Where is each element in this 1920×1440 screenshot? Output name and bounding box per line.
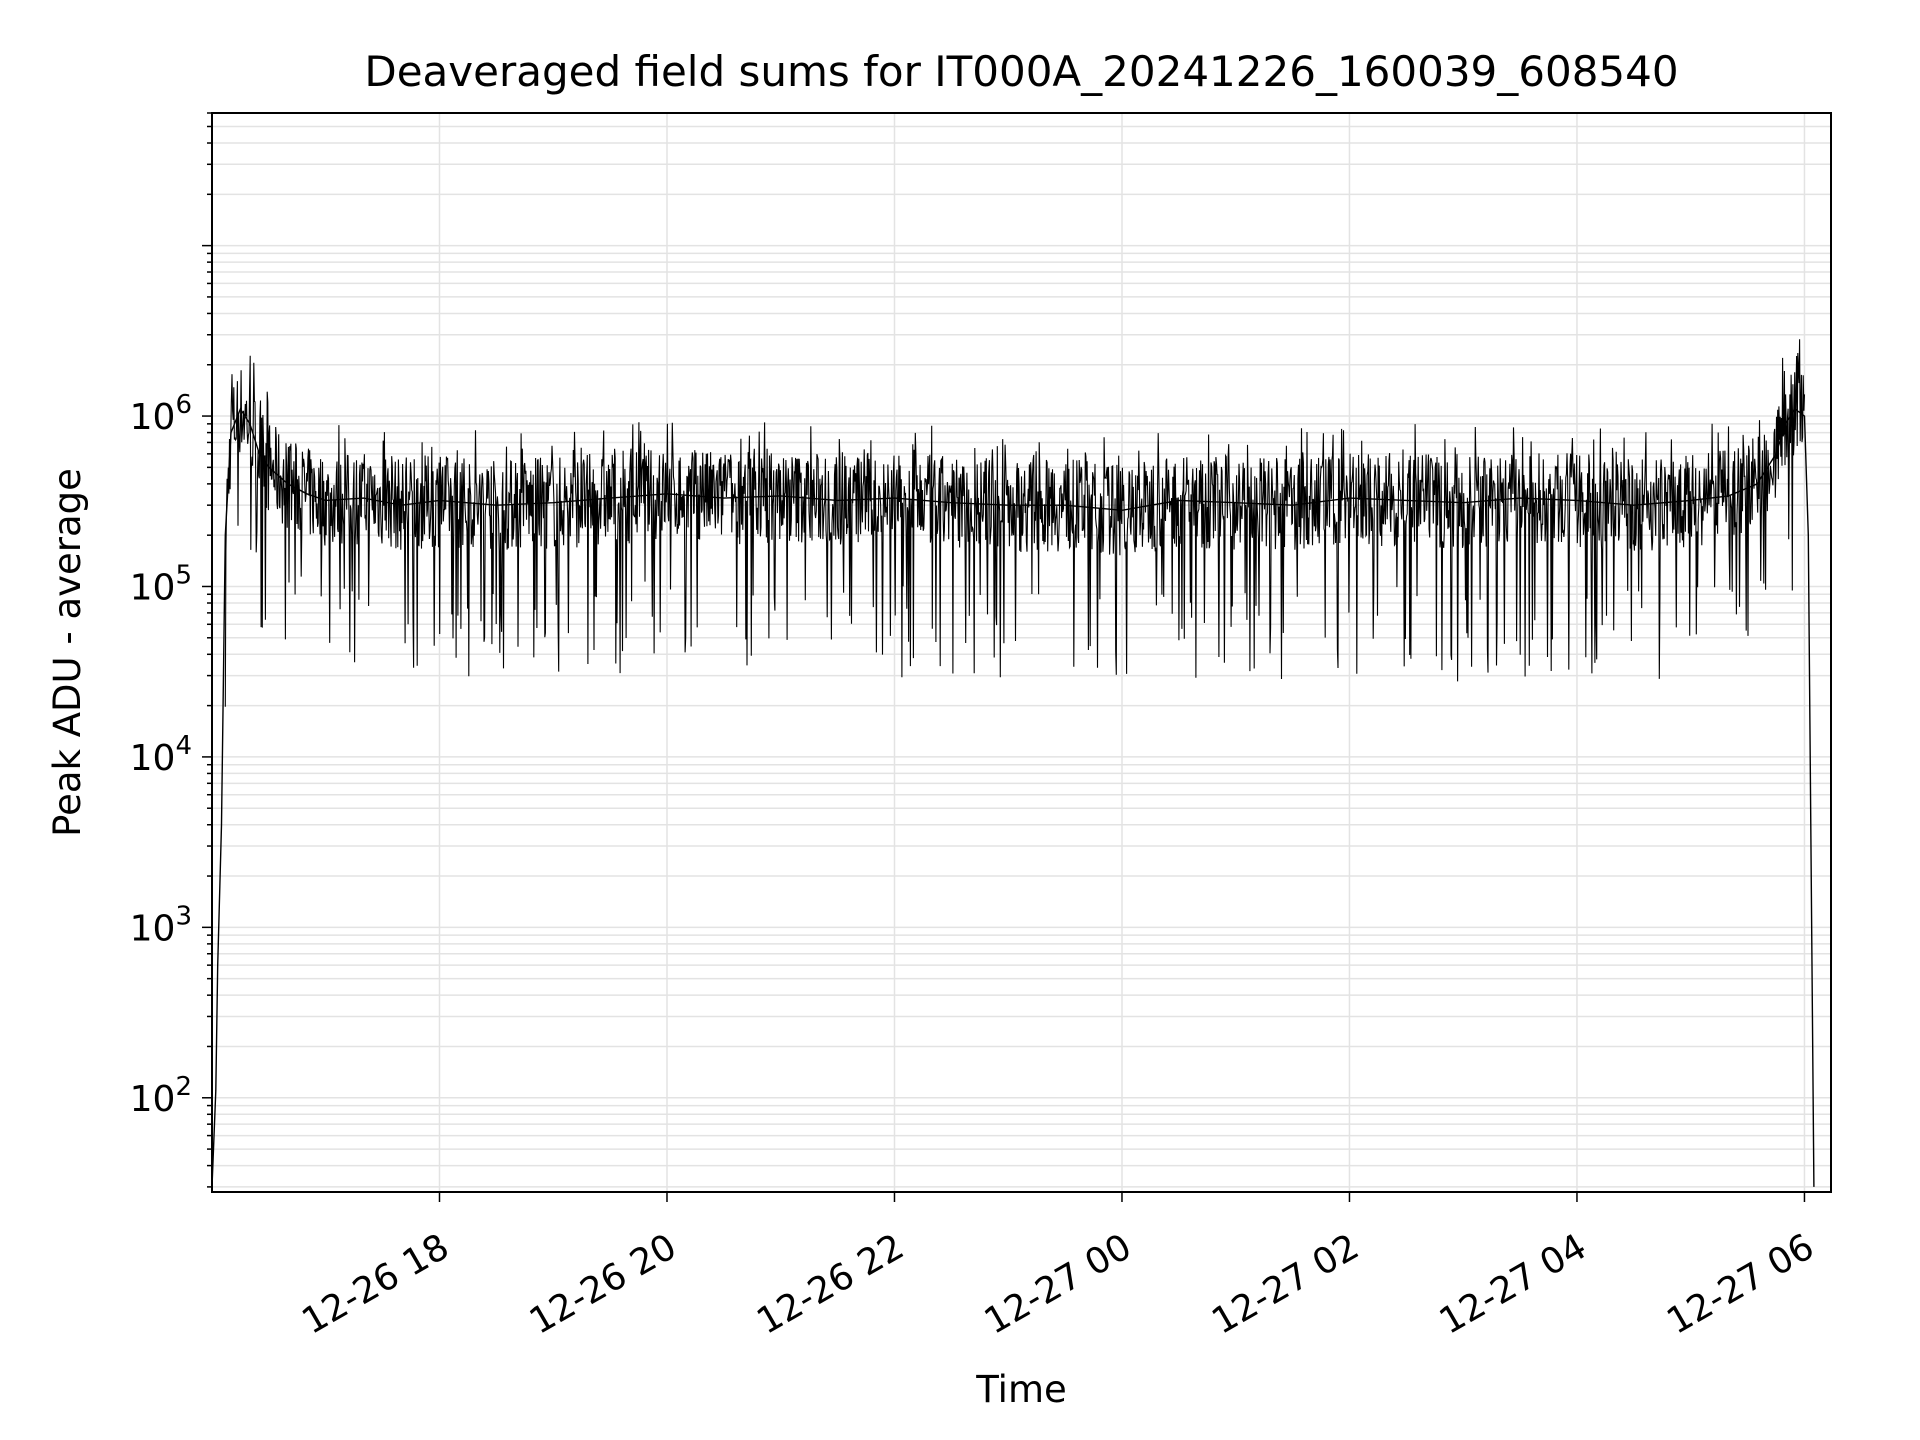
y-tick-label: 104 [130, 731, 192, 779]
series-noise-line [224, 339, 1806, 707]
grid [212, 112, 1831, 1192]
y-axis: 102 103 104 105 106 [130, 112, 212, 1188]
x-axis-label: Time [975, 1368, 1067, 1411]
y-tick-label: 103 [130, 901, 192, 949]
y-tick-label: 105 [130, 560, 192, 608]
y-tick-label: 106 [130, 390, 192, 438]
chart-title: Deaveraged field sums for IT000A_2024122… [364, 47, 1678, 96]
y-tick-label: 102 [130, 1072, 192, 1120]
series-line [211, 407, 1815, 1187]
series-layer [211, 339, 1815, 1187]
plot-frame [211, 112, 1832, 1193]
y-axis-label: Peak ADU - average [46, 468, 89, 837]
